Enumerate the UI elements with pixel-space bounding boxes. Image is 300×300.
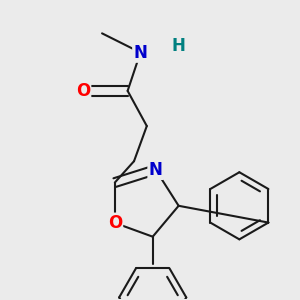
Text: N: N [149,161,163,179]
Text: H: H [172,37,186,55]
Text: N: N [134,44,147,62]
Text: O: O [108,214,122,232]
Text: O: O [76,82,90,100]
